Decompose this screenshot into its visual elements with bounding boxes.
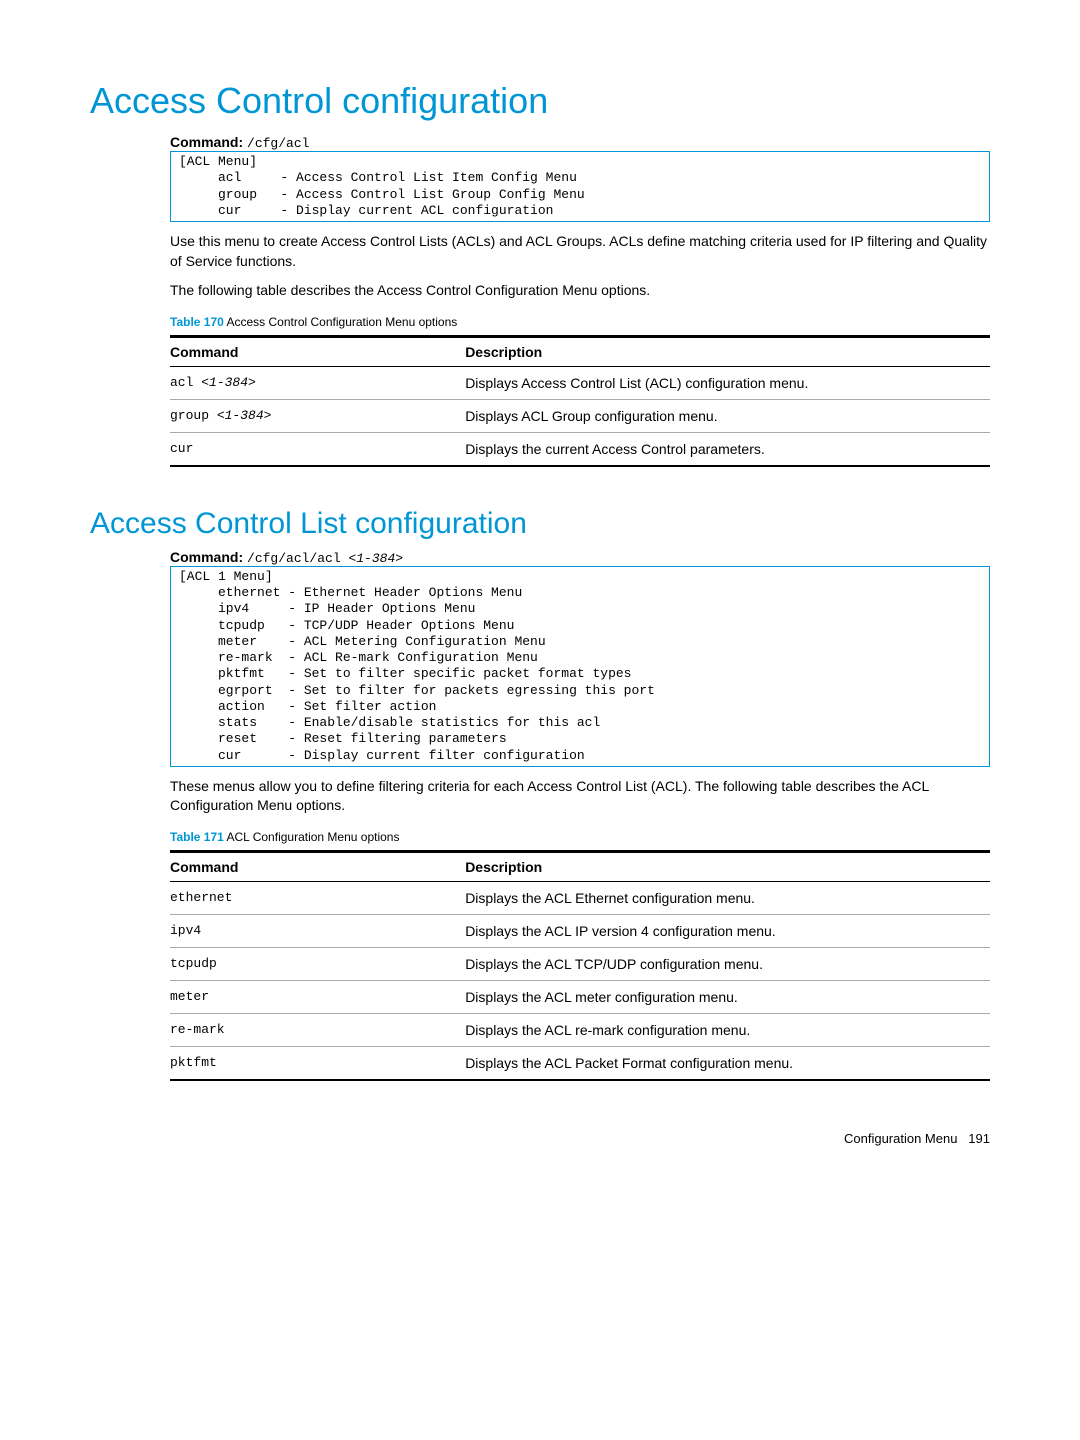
table-label: Table 170 <box>170 315 224 329</box>
command-label: Command: <box>170 134 243 150</box>
table171: Command Description ethernet Displays th… <box>170 850 990 1081</box>
cmd-text: re-mark <box>170 1013 465 1046</box>
footer-text: Configuration Menu <box>844 1131 957 1146</box>
section1-para2: The following table describes the Access… <box>170 281 990 301</box>
table-row: pktfmt Displays the ACL Packet Format co… <box>170 1046 990 1080</box>
table-row: group <1-384> Displays ACL Group configu… <box>170 399 990 432</box>
cmd-desc: Displays the ACL Ethernet configuration … <box>465 881 990 914</box>
footer-page: 191 <box>968 1131 990 1146</box>
cmd-text: ethernet <box>170 881 465 914</box>
command-path: /cfg/acl <box>247 136 309 151</box>
table-header-command: Command <box>170 336 465 366</box>
table-header-command: Command <box>170 851 465 881</box>
table-header-description: Description <box>465 336 990 366</box>
cmd-arg: <1-384> <box>217 408 272 423</box>
acl-menu-codebox: [ACL Menu] acl - Access Control List Ite… <box>170 151 990 222</box>
table-row: cur Displays the current Access Control … <box>170 432 990 466</box>
table170-caption: Table 170 Access Control Configuration M… <box>170 315 990 329</box>
command-path: /cfg/acl/acl <1-384> <box>247 551 403 566</box>
cmd-desc: Displays the ACL TCP/UDP configuration m… <box>465 947 990 980</box>
page-footer: Configuration Menu 191 <box>90 1131 990 1146</box>
table171-caption: Table 171 ACL Configuration Menu options <box>170 830 990 844</box>
cmd-text: tcpudp <box>170 947 465 980</box>
command-line-1: Command: /cfg/acl <box>170 134 990 151</box>
cmd-text: ipv4 <box>170 914 465 947</box>
cmd-desc: Displays the ACL Packet Format configura… <box>465 1046 990 1080</box>
section2-title: Access Control List configuration <box>90 507 990 541</box>
cmd-desc: Displays the ACL re-mark configuration m… <box>465 1013 990 1046</box>
cmd-desc: Displays the current Access Control para… <box>465 432 990 466</box>
cmd-desc: Displays Access Control List (ACL) confi… <box>465 366 990 399</box>
table-caption-text: Access Control Configuration Menu option… <box>226 315 457 329</box>
command-path-prefix: /cfg/acl/acl <box>247 551 348 566</box>
table-label: Table 171 <box>170 830 224 844</box>
cmd-desc: Displays the ACL meter configuration men… <box>465 980 990 1013</box>
table-row: ipv4 Displays the ACL IP version 4 confi… <box>170 914 990 947</box>
command-label: Command: <box>170 549 243 565</box>
table-row: ethernet Displays the ACL Ethernet confi… <box>170 881 990 914</box>
command-line-2: Command: /cfg/acl/acl <1-384> <box>170 549 990 566</box>
section-title: Access Control configuration <box>90 80 990 122</box>
cmd-text: pktfmt <box>170 1046 465 1080</box>
cmd-desc: Displays the ACL IP version 4 configurat… <box>465 914 990 947</box>
cmd-text: cur <box>170 441 193 456</box>
section2-para1: These menus allow you to define filterin… <box>170 777 990 816</box>
command-path-arg: <1-384> <box>348 551 403 566</box>
table-row: tcpudp Displays the ACL TCP/UDP configur… <box>170 947 990 980</box>
cmd-text: group <box>170 408 217 423</box>
table-caption-text: ACL Configuration Menu options <box>226 830 399 844</box>
table-row: re-mark Displays the ACL re-mark configu… <box>170 1013 990 1046</box>
cmd-text: acl <box>170 375 201 390</box>
acl1-menu-codebox: [ACL 1 Menu] ethernet - Ethernet Header … <box>170 566 990 767</box>
cmd-arg: <1-384> <box>201 375 256 390</box>
table-row: acl <1-384> Displays Access Control List… <box>170 366 990 399</box>
table170: Command Description acl <1-384> Displays… <box>170 335 990 467</box>
section1-para1: Use this menu to create Access Control L… <box>170 232 990 271</box>
table-header-description: Description <box>465 851 990 881</box>
cmd-desc: Displays ACL Group configuration menu. <box>465 399 990 432</box>
cmd-text: meter <box>170 980 465 1013</box>
table-row: meter Displays the ACL meter configurati… <box>170 980 990 1013</box>
